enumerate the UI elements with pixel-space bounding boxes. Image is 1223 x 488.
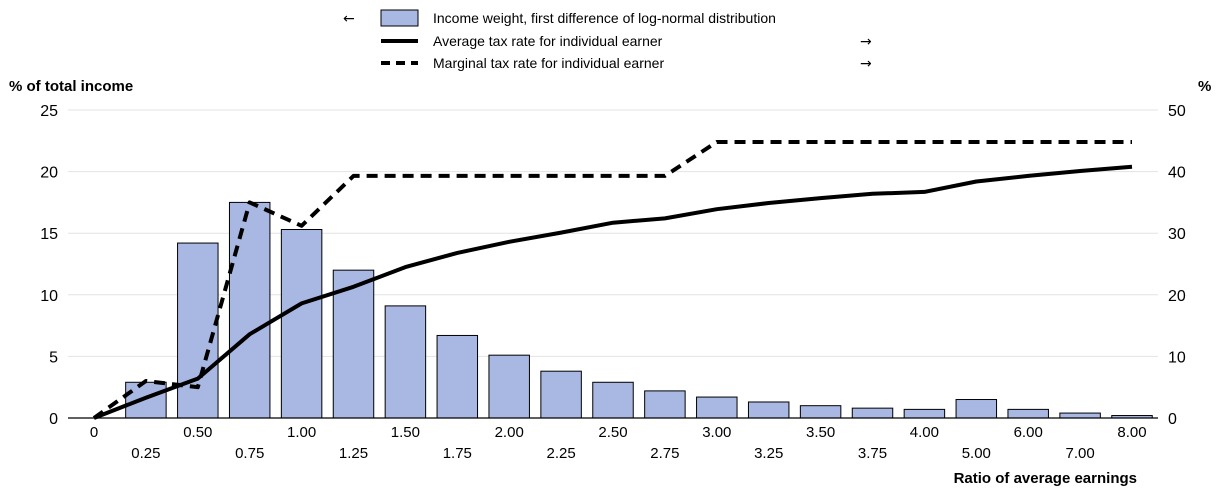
legend-swatch-bars (380, 9, 419, 27)
x-tick-label: 6.00 (1014, 424, 1043, 441)
x-tick-label: 2.00 (495, 424, 524, 441)
x-tick-label: 0 (90, 424, 98, 441)
legend-arrow-average: → (860, 34, 872, 50)
y-left-tick-label: 0 (49, 411, 58, 428)
x-tick-label: 2.75 (650, 445, 679, 462)
bars (125, 201, 1153, 419)
x-tick-label: 3.75 (858, 445, 887, 462)
lines (92, 140, 1133, 420)
legend-label-bars: Income weight, first difference of log-n… (433, 10, 776, 26)
bar-income-weight (1059, 412, 1101, 419)
legend-arrow-marginal: → (860, 56, 872, 72)
bar-income-weight (177, 242, 219, 419)
x-tick-label: 3.25 (754, 445, 783, 462)
bar-income-weight (436, 334, 479, 419)
bar-income-weight (955, 399, 998, 419)
x-axis-title: Ratio of average earnings (954, 470, 1137, 487)
legend-label-marginal: Marginal tax rate for individual earner (433, 55, 664, 71)
bar-income-weight (851, 407, 894, 419)
y-right-tick-label: 40 (1168, 165, 1186, 182)
y-right-tick-label: 50 (1168, 103, 1186, 120)
x-tick-label: 5.00 (962, 445, 991, 462)
legend: ← Income weight, first difference of log… (343, 9, 872, 72)
bar-income-weight (799, 405, 842, 419)
y-axis-left-title: % of total income (9, 78, 133, 95)
bar-income-weight (1007, 408, 1049, 419)
x-tick-label: 1.25 (339, 445, 368, 462)
x-tick-label: 2.25 (546, 445, 575, 462)
y-left-tick-label: 25 (40, 103, 58, 120)
x-tick-label: 1.00 (287, 424, 316, 441)
y-axis-right-title: % (1198, 78, 1211, 95)
x-tick-label: 2.50 (598, 424, 627, 441)
y-left-tick-label: 15 (40, 226, 58, 243)
legend-arrow-bars: ← (343, 11, 355, 27)
bar-income-weight (125, 381, 167, 419)
x-tick-label: 0.50 (183, 424, 212, 441)
x-tick-label: 8.00 (1117, 424, 1146, 441)
x-tick-label: 7.00 (1065, 445, 1094, 462)
x-tick-label: 1.50 (391, 424, 420, 441)
bar-income-weight (384, 305, 427, 419)
y-right-tick-label: 20 (1168, 288, 1186, 305)
x-tick-label: 1.75 (443, 445, 472, 462)
tick-labels: 0 5 10 15 20 25 0 10 20 30 40 50 0 0.25 0.50 0.75 1.00 1.… (40, 103, 1186, 462)
bar-income-weight (488, 354, 530, 419)
bar-income-weight (540, 370, 582, 419)
line-average-tax-rate (93, 164, 1133, 420)
y-left-tick-label: 20 (40, 165, 58, 182)
bar-income-weight (592, 381, 634, 419)
y-left-tick-label: 10 (40, 288, 58, 305)
x-tick-label: 0.75 (235, 445, 264, 462)
y-left-tick-label: 5 (49, 349, 58, 366)
bar-income-weight (280, 229, 323, 419)
bar-income-weight (696, 396, 738, 419)
y-right-tick-label: 30 (1168, 226, 1186, 243)
x-tick-label: 3.50 (806, 424, 835, 441)
x-tick-label: 0.25 (131, 445, 160, 462)
x-tick-label: 4.00 (910, 424, 939, 441)
bar-income-weight (644, 390, 686, 419)
legend-label-average: Average tax rate for individual earner (433, 33, 663, 49)
y-right-tick-label: 10 (1168, 349, 1186, 366)
bar-income-weight (903, 408, 946, 419)
bar-income-weight (747, 401, 790, 419)
y-right-tick-label: 0 (1168, 411, 1177, 428)
bar-income-weight (228, 201, 271, 419)
line-marginal-tax-rate (92, 140, 1132, 420)
x-tick-label: 3.00 (702, 424, 731, 441)
